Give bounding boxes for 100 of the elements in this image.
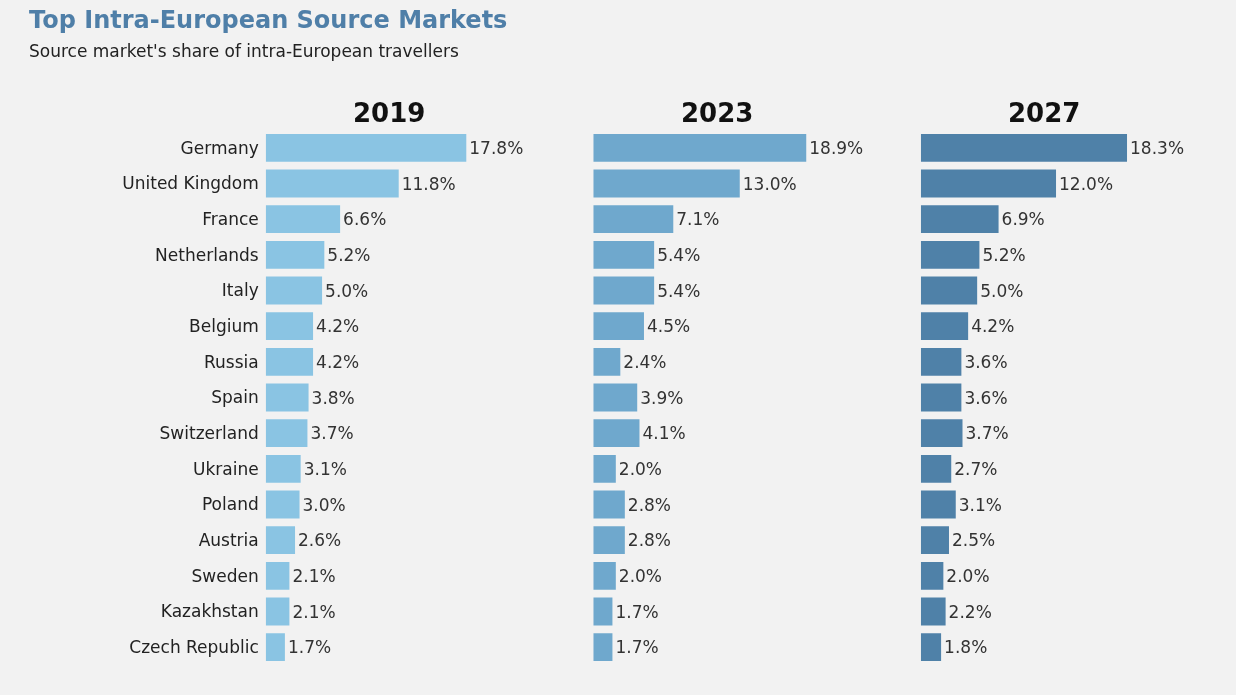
y-tick-label: Sweden — [191, 565, 259, 586]
bar — [265, 597, 290, 626]
y-tick-label: Netherlands — [155, 244, 259, 265]
data-label: 18.3% — [1130, 137, 1185, 158]
bar — [593, 383, 638, 412]
bar — [920, 240, 980, 269]
bar — [265, 133, 467, 162]
data-label: 1.7% — [615, 637, 659, 658]
data-label: 4.5% — [646, 316, 691, 337]
data-label: 3.0% — [302, 494, 346, 515]
data-label: 2.0% — [618, 458, 663, 479]
bar — [593, 240, 655, 269]
bar — [593, 633, 613, 662]
y-tick-label: Italy — [221, 280, 259, 301]
y-tick-label: Belgium — [189, 316, 259, 337]
y-tick-label: Ukraine — [193, 458, 259, 479]
bar — [265, 205, 341, 234]
data-label: 3.7% — [310, 423, 354, 444]
data-label: 4.2% — [316, 351, 360, 372]
bar — [593, 454, 616, 483]
data-label: 3.1% — [958, 494, 1002, 515]
bar — [265, 312, 314, 341]
bar — [593, 169, 740, 198]
bar — [920, 169, 1057, 198]
data-label: 3.7% — [965, 423, 1009, 444]
data-label: 2.0% — [946, 565, 990, 586]
data-label: 6.9% — [1001, 209, 1045, 230]
data-label: 2.8% — [627, 530, 672, 551]
data-label: 13.0% — [742, 173, 797, 194]
bar — [265, 276, 323, 305]
bar — [265, 347, 314, 376]
y-tick-label: Germany — [180, 137, 259, 158]
y-tick-label: Czech Republic — [129, 637, 259, 658]
data-label: 4.1% — [642, 423, 686, 444]
data-label: 2.2% — [948, 601, 992, 622]
data-label: 1.7% — [615, 601, 659, 622]
y-tick-label: Spain — [211, 387, 259, 408]
data-label: 3.6% — [964, 351, 1008, 372]
y-tick-label: Russia — [204, 351, 259, 372]
chart-title: 2023 — [681, 98, 754, 128]
data-label: 5.2% — [327, 244, 371, 265]
data-label: 17.8% — [469, 137, 524, 158]
bar — [265, 490, 300, 519]
bar — [593, 276, 655, 305]
bar — [593, 490, 625, 519]
bar — [593, 561, 616, 590]
bar — [593, 347, 621, 376]
bar — [920, 490, 956, 519]
data-label: 11.8% — [401, 173, 456, 194]
data-label: 4.2% — [316, 316, 360, 337]
bar — [920, 419, 963, 448]
bar — [920, 526, 949, 555]
bar — [265, 169, 399, 198]
bar — [265, 561, 290, 590]
bar — [920, 454, 952, 483]
bar — [920, 561, 944, 590]
data-label: 7.1% — [676, 209, 720, 230]
bar — [265, 454, 301, 483]
y-tick-label: Switzerland — [159, 423, 259, 444]
data-label: 5.2% — [982, 244, 1026, 265]
data-label: 2.8% — [627, 494, 672, 515]
y-tick-label: France — [202, 209, 259, 230]
data-label: 6.6% — [343, 209, 387, 230]
bar — [920, 276, 978, 305]
data-label: 2.4% — [623, 351, 667, 372]
chart-title: 2027 — [1008, 98, 1081, 128]
data-label: 3.1% — [303, 458, 347, 479]
bar — [593, 133, 807, 162]
bar — [920, 347, 962, 376]
data-label: 3.8% — [311, 387, 355, 408]
data-label: 5.0% — [325, 280, 369, 301]
data-label: 5.4% — [657, 280, 701, 301]
data-label: 2.6% — [298, 530, 342, 551]
data-label: 2.0% — [618, 565, 663, 586]
y-tick-label: Poland — [201, 494, 259, 515]
chart-title: 2019 — [353, 98, 426, 128]
bar — [593, 419, 640, 448]
y-tick-label: Kazakhstan — [160, 601, 259, 622]
bar — [593, 312, 644, 341]
data-label: 12.0% — [1059, 173, 1114, 194]
data-label: 18.9% — [809, 137, 864, 158]
data-label: 2.5% — [951, 530, 996, 551]
data-label: 1.7% — [287, 637, 332, 658]
bar — [920, 633, 942, 662]
bar — [920, 312, 969, 341]
y-tick-label: Austria — [198, 530, 259, 551]
data-label: 4.2% — [971, 316, 1015, 337]
text: Source market's share of intra-European travellers — [29, 41, 459, 61]
bar — [920, 133, 1128, 162]
bar — [593, 205, 674, 234]
bar — [920, 383, 962, 412]
data-label: 5.0% — [980, 280, 1024, 301]
bar — [265, 633, 285, 662]
bar — [593, 526, 625, 555]
bar — [920, 597, 946, 626]
bar — [265, 240, 325, 269]
data-label: 2.1% — [292, 565, 336, 586]
data-label: 5.4% — [657, 244, 701, 265]
data-label: 3.9% — [640, 387, 684, 408]
data-label: 2.1% — [292, 601, 336, 622]
